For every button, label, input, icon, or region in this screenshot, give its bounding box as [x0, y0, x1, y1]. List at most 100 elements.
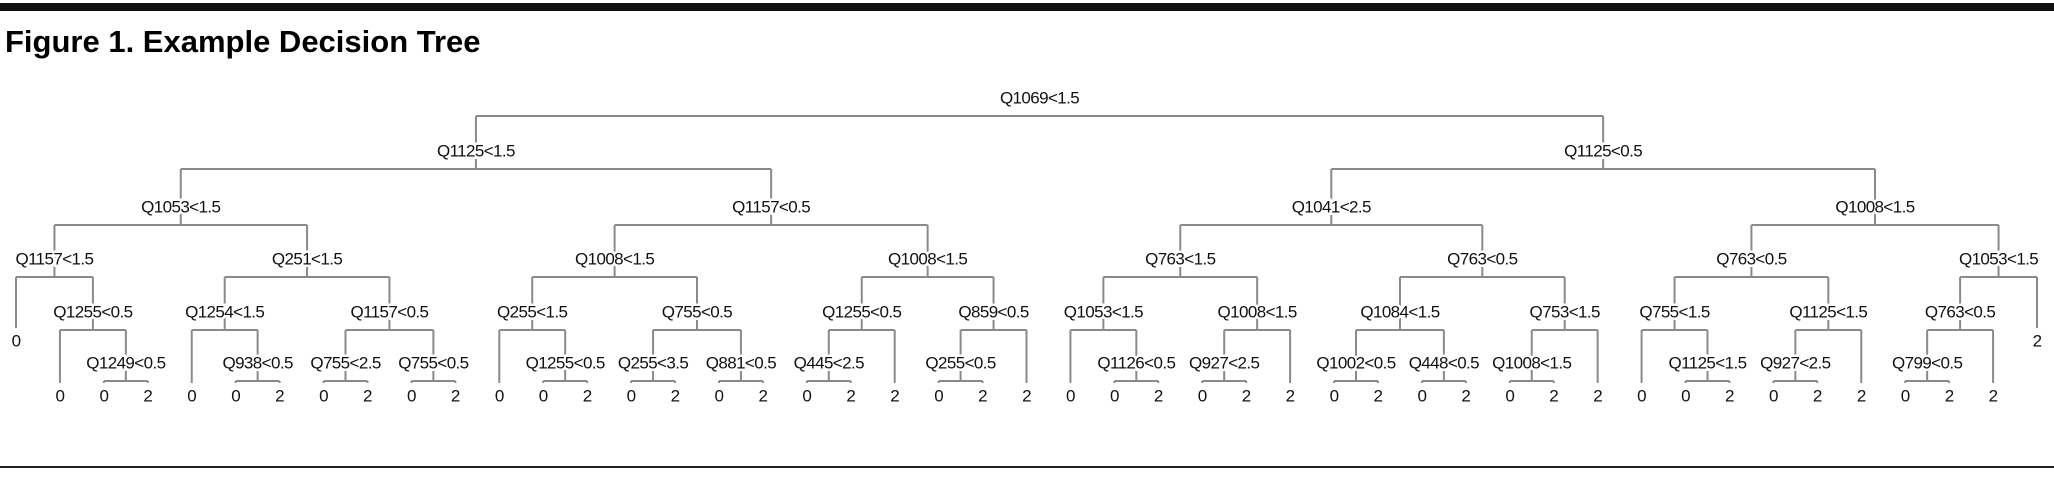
bottom-rule: [0, 466, 2054, 468]
split-label: Q1053<1.5: [1064, 302, 1143, 321]
leaf-label: 0: [1198, 386, 1207, 405]
leaf-label: 2: [1242, 386, 1251, 405]
split-label: Q1008<1.5: [1835, 197, 1914, 216]
leaf-label: 2: [846, 386, 855, 405]
leaf-label: 2: [363, 386, 372, 405]
leaf-label: 2: [671, 386, 680, 405]
leaf-label: 0: [934, 386, 943, 405]
leaf-label: 0: [99, 386, 108, 405]
split-label: Q755<0.5: [398, 353, 468, 372]
split-label: Q1255<0.5: [53, 302, 132, 321]
leaf-label: 0: [407, 386, 416, 405]
split-label: Q1255<0.5: [526, 353, 605, 372]
leaf-label: 2: [758, 386, 767, 405]
leaf-label: 2: [1593, 386, 1602, 405]
figure-title: Figure 1. Example Decision Tree: [5, 24, 481, 59]
split-label: Q763<1.5: [1145, 249, 1215, 268]
leaf-label: 2: [1945, 386, 1954, 405]
leaf-label: 0: [187, 386, 196, 405]
leaf-label: 0: [1330, 386, 1339, 405]
split-label: Q255<1.5: [497, 302, 567, 321]
split-label: Q1157<1.5: [15, 249, 93, 268]
split-label: Q1041<2.5: [1292, 197, 1371, 216]
leaf-label: 2: [1857, 386, 1866, 405]
leaf-label: 0: [495, 386, 504, 405]
node-labels: 0 0 0 2 Q1249<0.5 Q1255<0.5 Q1157<1.5 0 0 2 Q938<0…: [9, 86, 2045, 408]
split-label: Q881<0.5: [706, 353, 776, 372]
leaf-label: 2: [275, 386, 284, 405]
split-label: Q763<0.5: [1716, 249, 1786, 268]
split-label: Q1069<1.5: [1000, 88, 1079, 107]
leaf-label: 2: [2033, 331, 2042, 350]
leaf-label: 2: [451, 386, 460, 405]
leaf-label: 0: [1901, 386, 1910, 405]
split-label: Q927<2.5: [1760, 353, 1830, 372]
leaf-label: 0: [231, 386, 240, 405]
split-label: Q445<2.5: [794, 353, 864, 372]
leaf-label: 2: [1154, 386, 1163, 405]
leaf-label: 0: [715, 386, 724, 405]
leaf-label: 2: [1549, 386, 1558, 405]
split-label: Q1126<0.5: [1097, 353, 1175, 372]
leaf-label: 2: [1022, 386, 1031, 405]
leaf-label: 0: [12, 331, 21, 350]
split-label: Q1125<1.5: [1669, 353, 1747, 372]
top-rule: [0, 3, 2054, 11]
leaf-label: 2: [1725, 386, 1734, 405]
split-label: Q1053<1.5: [1959, 249, 2038, 268]
split-label: Q255<3.5: [618, 353, 688, 372]
split-label: Q1249<0.5: [86, 353, 165, 372]
leaf-label: 2: [890, 386, 899, 405]
split-label: Q755<2.5: [310, 353, 380, 372]
leaf-label: 2: [143, 386, 152, 405]
split-label: Q755<0.5: [662, 302, 732, 321]
leaf-label: 0: [1110, 386, 1119, 405]
split-label: Q1254<1.5: [185, 302, 264, 321]
leaf-label: 0: [56, 386, 65, 405]
split-label: Q1008<1.5: [1492, 353, 1571, 372]
split-label: Q1157<0.5: [732, 197, 810, 216]
split-label: Q1125<1.5: [1789, 302, 1867, 321]
split-label: Q1125<0.5: [1564, 141, 1642, 160]
leaf-label: 2: [1461, 386, 1470, 405]
split-label: Q1157<0.5: [350, 302, 428, 321]
split-label: Q1008<1.5: [888, 249, 967, 268]
leaf-label: 0: [1505, 386, 1514, 405]
split-label: Q1084<1.5: [1360, 302, 1439, 321]
branches: [15, 115, 2038, 383]
leaf-label: 2: [1813, 386, 1822, 405]
leaf-label: 0: [1769, 386, 1778, 405]
leaf-label: 0: [627, 386, 636, 405]
split-label: Q763<0.5: [1447, 249, 1517, 268]
split-label: Q1008<1.5: [1218, 302, 1297, 321]
leaf-label: 2: [1286, 386, 1295, 405]
split-label: Q799<0.5: [1892, 353, 1962, 372]
split-label: Q255<0.5: [925, 353, 995, 372]
split-label: Q859<0.5: [958, 302, 1028, 321]
split-label: Q753<1.5: [1530, 302, 1600, 321]
leaf-label: 2: [978, 386, 987, 405]
leaf-label: 0: [319, 386, 328, 405]
leaf-label: 0: [802, 386, 811, 405]
leaf-label: 2: [583, 386, 592, 405]
split-label: Q1255<0.5: [822, 302, 901, 321]
split-label: Q1008<1.5: [575, 249, 654, 268]
split-label: Q1002<0.5: [1316, 353, 1395, 372]
leaf-label: 0: [1066, 386, 1075, 405]
split-label: Q763<0.5: [1925, 302, 1995, 321]
split-label: Q755<1.5: [1639, 302, 1709, 321]
leaf-label: 0: [1417, 386, 1426, 405]
leaf-label: 0: [539, 386, 548, 405]
split-label: Q251<1.5: [272, 249, 342, 268]
leaf-label: 2: [1989, 386, 1998, 405]
split-label: Q938<0.5: [222, 353, 292, 372]
leaf-label: 0: [1637, 386, 1646, 405]
split-label: Q1053<1.5: [141, 197, 220, 216]
leaf-label: 0: [1681, 386, 1690, 405]
leaf-label: 2: [1374, 386, 1383, 405]
split-label: Q448<0.5: [1409, 353, 1479, 372]
split-label: Q927<2.5: [1189, 353, 1259, 372]
split-label: Q1125<1.5: [437, 141, 515, 160]
